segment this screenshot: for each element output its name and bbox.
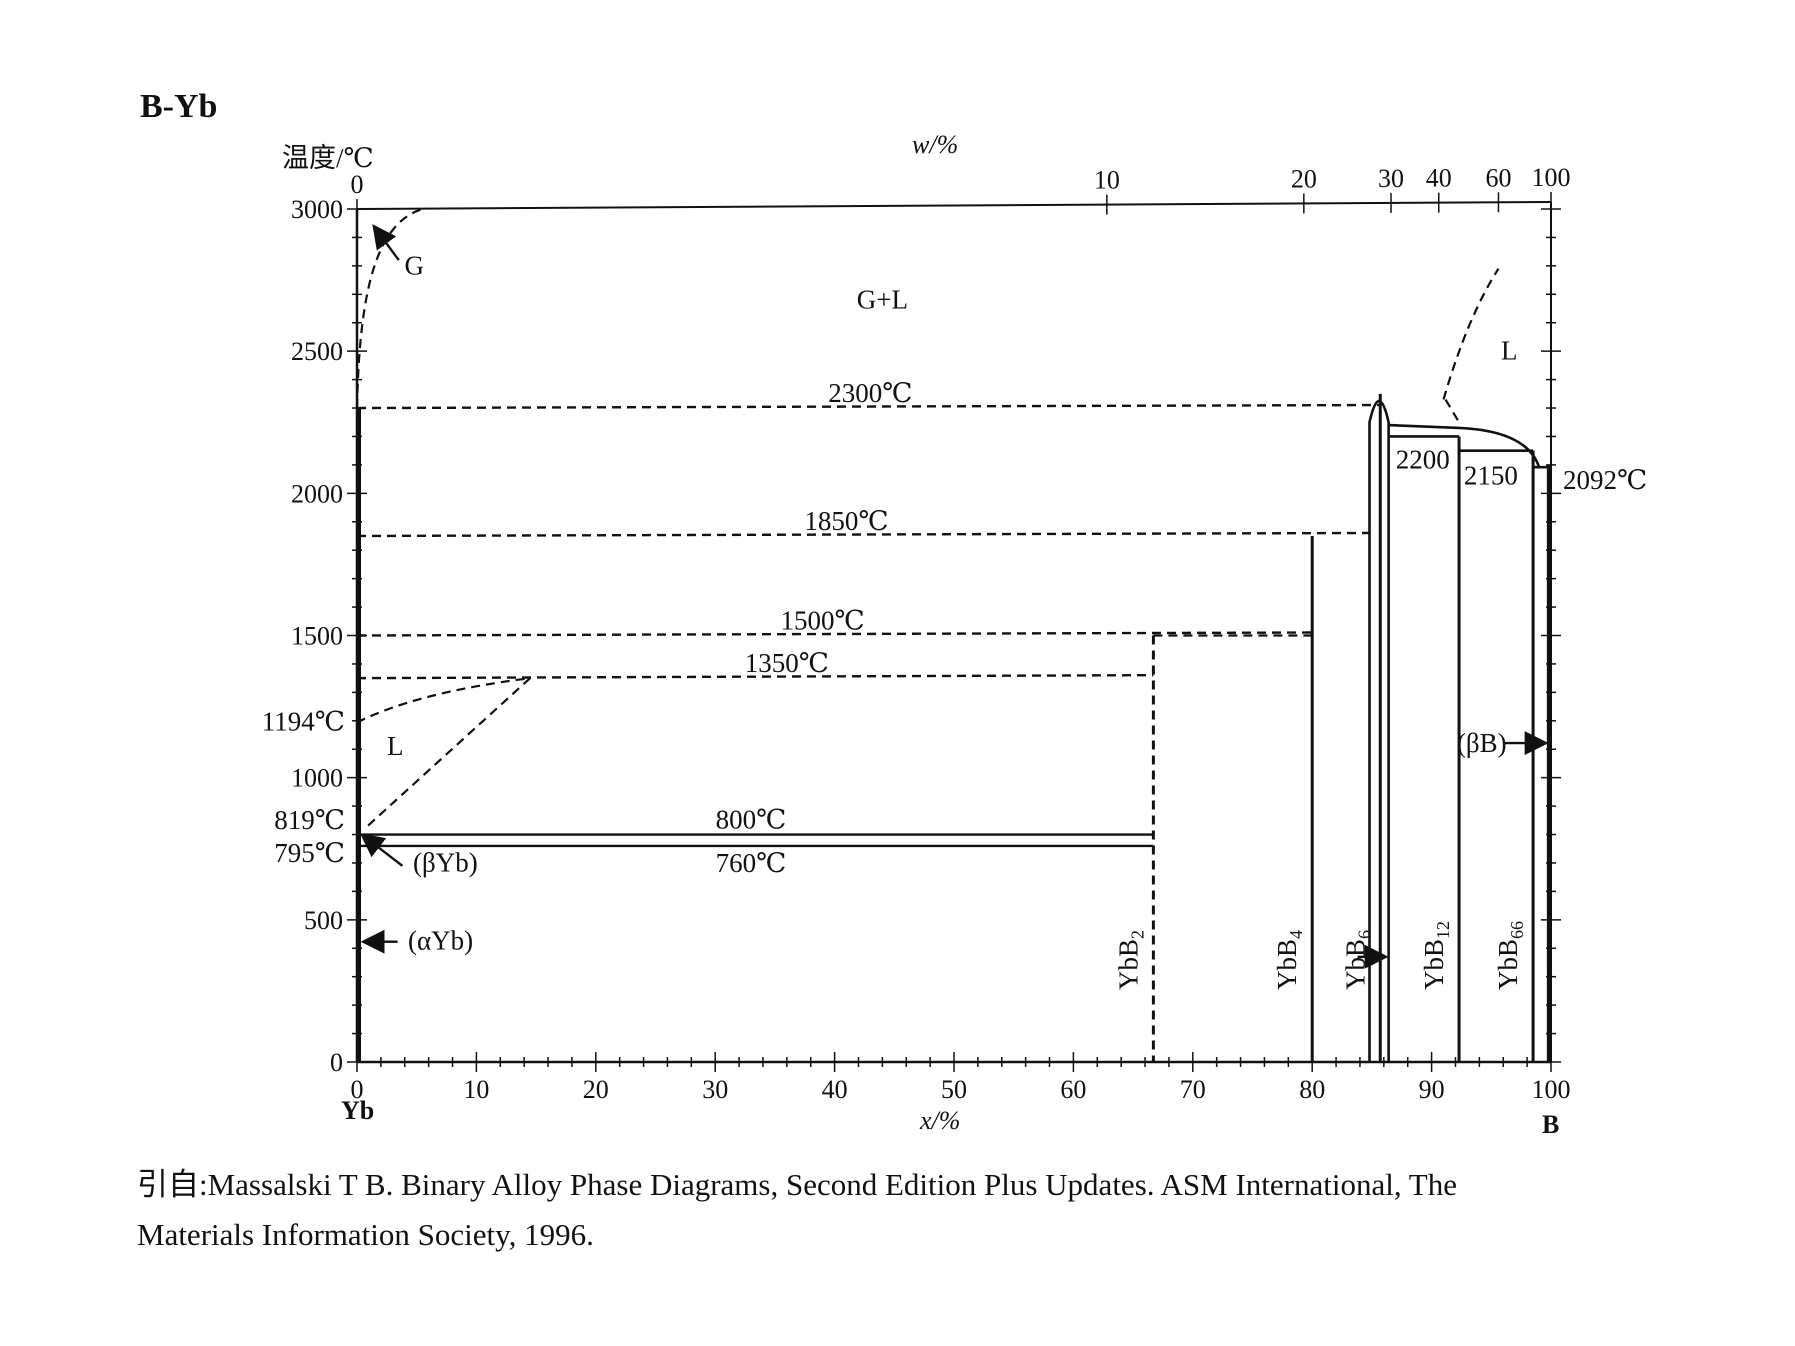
compound-label: YbB4 xyxy=(1272,930,1306,990)
compound-formula: YbB xyxy=(1272,939,1302,990)
compound-formula: YbB xyxy=(1340,939,1370,990)
isotherm-line xyxy=(356,531,1370,538)
caption-line-2: Materials Information Society, 1996. xyxy=(137,1217,594,1252)
liquidus-lower xyxy=(363,677,531,830)
arrow-g xyxy=(372,224,400,261)
top-axis-label: w/% xyxy=(912,130,959,159)
compound-label: YbB66 xyxy=(1493,921,1527,990)
x-tick-label: 10 xyxy=(463,1075,489,1104)
field-label-beta-b: (βB) xyxy=(1457,728,1507,758)
compound-formula: YbB xyxy=(1493,939,1523,990)
field-label-l-left: L xyxy=(387,731,404,761)
y-tick-label: 1500 xyxy=(291,622,343,651)
y-tick-label: 2000 xyxy=(291,479,343,508)
compound-subscript: 6 xyxy=(1354,930,1374,939)
isotherm-line xyxy=(356,673,1154,680)
y-tick-label: 3000 xyxy=(291,195,343,224)
x-tick-label: 40 xyxy=(822,1075,848,1104)
isotherm-label: 760℃ xyxy=(716,848,787,878)
isotherm-label: 1850℃ xyxy=(804,506,888,536)
x-tick-label: 80 xyxy=(1299,1075,1325,1104)
field-label-g: G xyxy=(405,250,425,280)
top-tick-label: 10 xyxy=(1094,166,1120,195)
x-tick-label: 30 xyxy=(702,1075,728,1104)
y-axis-label: 温度/℃ xyxy=(282,143,374,173)
field-label-beta-yb: (βYb) xyxy=(413,847,478,877)
y-tick-label: 1000 xyxy=(291,764,343,793)
x-tick-label: 0 xyxy=(351,1075,364,1104)
temp-label-1194: 1194℃ xyxy=(262,707,345,737)
compound-formula: YbB xyxy=(1419,939,1449,990)
liquidus-b-side xyxy=(1388,423,1541,468)
chart-marks xyxy=(359,224,1549,969)
x-axis-label: x/% xyxy=(920,1106,961,1135)
peritectic-label-2150: 2150 xyxy=(1464,461,1518,491)
x-tick-label: 50 xyxy=(941,1075,967,1104)
field-label-l-right: L xyxy=(1501,336,1518,366)
top-axis-line xyxy=(356,201,1552,210)
isotherm-label: 2300℃ xyxy=(828,378,912,408)
field-label-alpha-yb: (αYb) xyxy=(408,926,473,956)
top-tick-label: 30 xyxy=(1378,164,1404,193)
compound-subscript: 66 xyxy=(1507,921,1527,939)
top-tick-label: 0 xyxy=(351,170,364,199)
compound-formula: YbB xyxy=(1113,939,1143,990)
isotherm-line xyxy=(356,631,1313,637)
field-label-gl: G+L xyxy=(857,285,908,315)
compound-label: YbB6 xyxy=(1340,930,1374,990)
peritectic-label-2200: 2200 xyxy=(1396,444,1450,474)
temp-label-819: 819℃ xyxy=(274,805,345,835)
caption-line-1: 引自:Massalski T B. Binary Alloy Phase Dia… xyxy=(137,1167,1457,1202)
gas-boundary-b xyxy=(1442,268,1500,400)
diagram-title: B-Yb xyxy=(140,88,218,125)
figure-caption: 引自:Massalski T B. Binary Alloy Phase Dia… xyxy=(137,1160,1777,1260)
liquidus-upper xyxy=(356,677,531,724)
compound-label: YbB2 xyxy=(1113,930,1147,990)
compound-subscript: 2 xyxy=(1127,930,1147,939)
phase-boundaries xyxy=(355,207,1551,1062)
y-tick-label: 2500 xyxy=(291,337,343,366)
ybb6-dome xyxy=(1368,399,1390,1062)
arrow-beta-yb xyxy=(359,833,404,867)
compound-subscript: 4 xyxy=(1286,930,1306,939)
temp-label-795: 795℃ xyxy=(274,838,345,868)
x-tick-label: 90 xyxy=(1419,1075,1445,1104)
b-end-label: B xyxy=(1542,1110,1560,1139)
temp-label-2092: 2092℃ xyxy=(1563,465,1647,495)
top-tick-label: 60 xyxy=(1485,163,1511,192)
top-tick-label: 20 xyxy=(1291,164,1317,193)
x-tick-label: 20 xyxy=(583,1075,609,1104)
y-tick-label: 0 xyxy=(330,1048,343,1077)
compound-label: YbB12 xyxy=(1419,921,1453,990)
yb-end-label: Yb xyxy=(341,1096,375,1125)
x-tick-label: 60 xyxy=(1060,1075,1086,1104)
gas-connector-b xyxy=(1444,398,1461,423)
gas-boundary xyxy=(355,207,423,409)
isotherm-label: 1350℃ xyxy=(745,648,829,678)
isotherm-label: 1500℃ xyxy=(781,606,865,636)
isotherm-line xyxy=(356,403,1381,410)
top-tick-label: 40 xyxy=(1426,164,1452,193)
compound-subscript: 12 xyxy=(1433,921,1453,939)
top-tick-label: 100 xyxy=(1532,163,1571,192)
x-tick-label: 100 xyxy=(1532,1075,1571,1104)
y-tick-label: 500 xyxy=(304,906,343,935)
x-tick-label: 70 xyxy=(1180,1075,1206,1104)
isotherm-label: 800℃ xyxy=(716,805,787,835)
